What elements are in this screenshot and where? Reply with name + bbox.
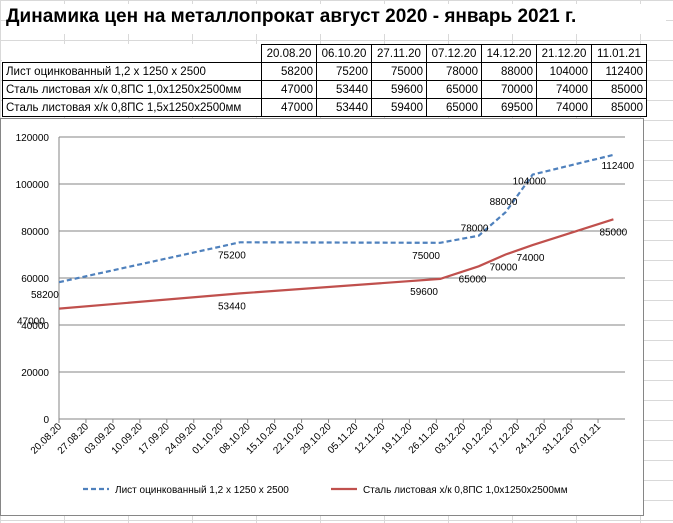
data-label: 47000 — [17, 317, 45, 328]
table-cell: 65000 — [426, 98, 482, 117]
data-label: 85000 — [599, 227, 627, 238]
table-cell: 47000 — [261, 98, 317, 117]
table-cell: 59400 — [371, 98, 427, 117]
table-date-header: 07.12.20 — [426, 44, 482, 63]
table-cell: 59600 — [371, 80, 427, 99]
table-date-header: 21.12.20 — [536, 44, 592, 63]
table-cell: 58200 — [261, 62, 317, 81]
data-label: 58200 — [31, 290, 59, 301]
table-cell: 85000 — [591, 80, 647, 99]
table-cell: 74000 — [536, 80, 592, 99]
galvanized-sheet-line — [58, 153, 614, 284]
table-row-label: Лист оцинкованный 1,2 х 1250 х 2500 — [2, 62, 262, 81]
page-title: Динамика цен на металлопрокат август 202… — [6, 4, 666, 34]
data-label: 74000 — [517, 253, 545, 264]
chart-area[interactable]: 0 20000 40000 60000 80000 100000 120000 20.08.2… — [0, 118, 644, 516]
table-row: Сталь листовая х/к 0,8ПС 1,5х1250х2500мм… — [2, 98, 647, 117]
table-cell: 112400 — [591, 62, 647, 81]
y-tick-label: 60000 — [21, 274, 49, 285]
table-cell: 74000 — [536, 98, 592, 117]
table-date-header: 11.01.21 — [591, 44, 647, 63]
table-cell: 104000 — [536, 62, 592, 81]
table-cell: 47000 — [261, 80, 317, 99]
y-tick-label: 120000 — [16, 133, 50, 144]
data-label: 70000 — [490, 263, 518, 274]
table-date-header: 27.11.20 — [371, 44, 427, 63]
table-date-header: 20.08.20 — [261, 44, 317, 63]
data-label: 53440 — [218, 301, 246, 312]
y-tick-label: 40000 — [21, 321, 49, 332]
price-line-chart: 02000040000600008000010000012000020.08.2… — [16, 133, 635, 496]
legend-label: Лист оцинкованный 1,2 х 1250 х 2500 — [115, 485, 289, 496]
table-cell: 75000 — [371, 62, 427, 81]
table-cell: 88000 — [481, 62, 537, 81]
y-tick-label: 100000 — [16, 180, 50, 191]
data-label: 88000 — [490, 197, 518, 208]
data-label: 75200 — [218, 250, 246, 261]
table-date-header: 14.12.20 — [481, 44, 537, 63]
data-label: 59600 — [410, 287, 438, 298]
y-tick-label: 80000 — [21, 227, 49, 238]
table-cell: 75200 — [316, 62, 372, 81]
data-label: 112400 — [601, 161, 634, 172]
table-row: Сталь листовая х/к 0,8ПС 1,0х1250х2500мм… — [2, 80, 647, 99]
table-row: Лист оцинкованный 1,2 х 1250 х 2500 58200… — [2, 62, 647, 81]
data-label: 104000 — [513, 177, 547, 188]
table-cell: 53440 — [316, 80, 372, 99]
data-label: 65000 — [459, 274, 487, 285]
table-row-label: Сталь листовая х/к 0,8ПС 1,5х1250х2500мм — [2, 98, 262, 117]
price-table: 20.08.20 06.10.20 27.11.20 07.12.20 14.12.20… — [2, 44, 647, 117]
table-cell: 70000 — [481, 80, 537, 99]
data-label: 78000 — [461, 224, 489, 235]
table-cell: 78000 — [426, 62, 482, 81]
table-row-label: Сталь листовая х/к 0,8ПС 1,0х1250х2500мм — [2, 80, 262, 99]
table-cell: 69500 — [481, 98, 537, 117]
table-cell: 85000 — [591, 98, 647, 117]
y-tick-label: 0 — [43, 415, 49, 426]
table-cell: 53440 — [316, 98, 372, 117]
legend-label: Сталь листовая х/к 0,8ПС 1,0х1250х2500мм — [363, 485, 568, 496]
y-tick-label: 20000 — [21, 368, 49, 379]
table-corner-cell — [2, 44, 262, 63]
table-date-header: 06.10.20 — [316, 44, 372, 63]
cold-rolled-steel-line — [58, 218, 614, 310]
table-header-row: 20.08.20 06.10.20 27.11.20 07.12.20 14.12.20… — [2, 44, 647, 63]
data-label: 75000 — [412, 251, 440, 262]
table-cell: 65000 — [426, 80, 482, 99]
